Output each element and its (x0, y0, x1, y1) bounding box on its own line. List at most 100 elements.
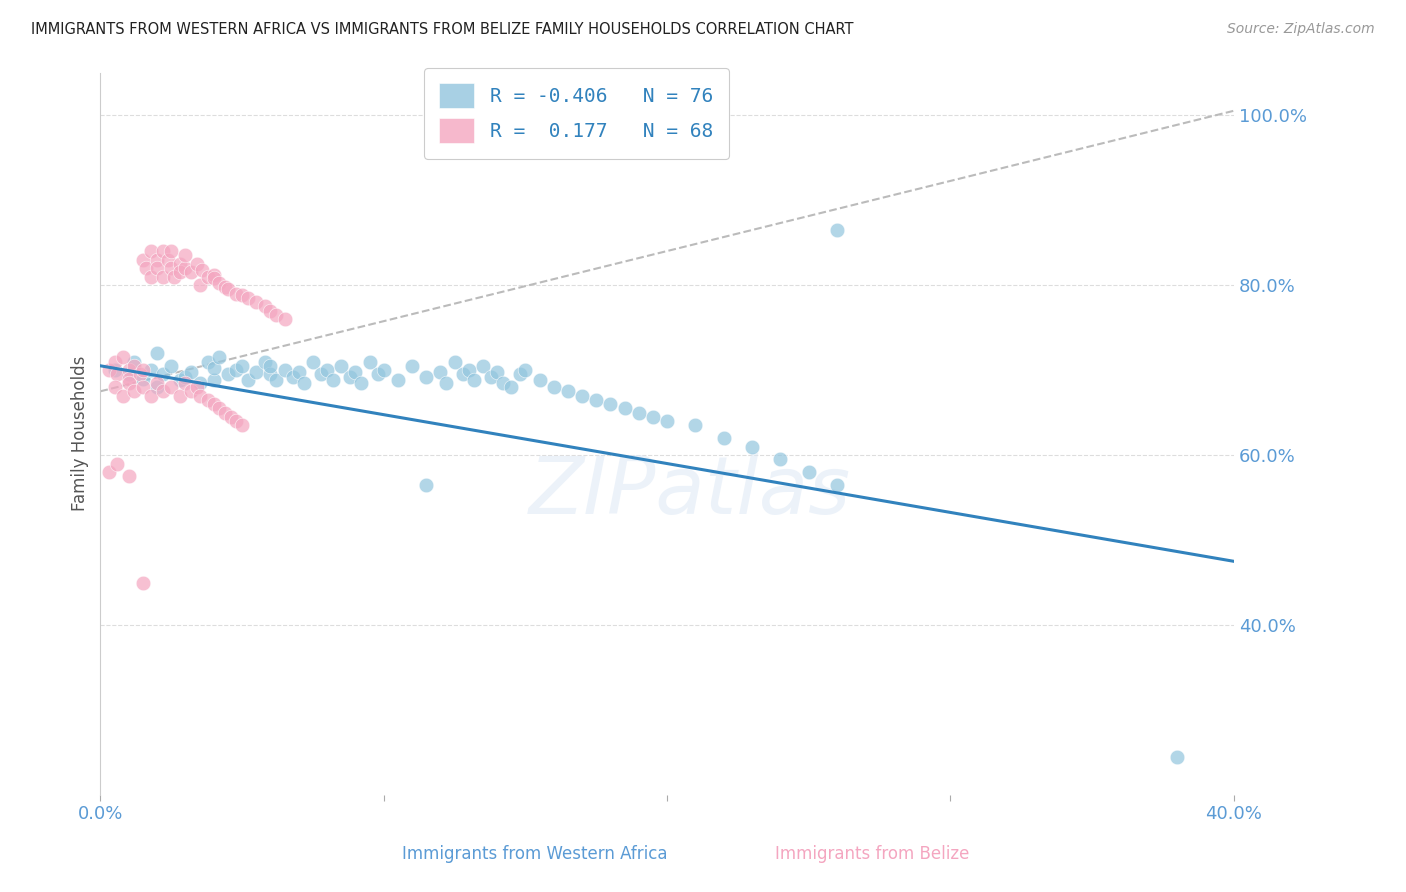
Point (1166, 749, 1188, 764)
Point (492, 376, 515, 390)
Point (160, 260, 183, 275)
Point (217, 282, 239, 296)
Point (132, 575, 155, 590)
Point (571, 388, 593, 402)
Point (160, 359, 183, 373)
Point (387, 373, 409, 387)
Point (236, 291, 259, 305)
Point (214, 405, 236, 419)
Point (202, 397, 225, 411)
Point (169, 265, 191, 279)
Point (174, 248, 197, 262)
Point (825, 477, 848, 491)
Point (685, 418, 707, 433)
Point (825, 223, 848, 237)
Point (253, 354, 276, 368)
Point (225, 363, 247, 377)
Point (105, 368, 128, 382)
Point (111, 388, 134, 402)
Point (585, 392, 607, 407)
Point (169, 373, 191, 387)
Point (486, 365, 509, 379)
Point (152, 269, 174, 284)
Text: IMMIGRANTS FROM WESTERN AFRICA VS IMMIGRANTS FROM BELIZE FAMILY HOUSEHOLDS CORRE: IMMIGRANTS FROM WESTERN AFRICA VS IMMIGR… (31, 22, 853, 37)
Point (132, 252, 155, 267)
Point (344, 365, 367, 379)
Point (208, 401, 231, 416)
Point (152, 244, 174, 258)
Point (501, 380, 523, 394)
Point (202, 373, 225, 387)
Point (231, 359, 253, 373)
Point (415, 369, 437, 384)
Point (118, 368, 141, 382)
Point (443, 354, 465, 368)
Point (415, 477, 437, 491)
Text: Immigrants from Belize: Immigrants from Belize (775, 846, 969, 863)
Point (741, 440, 763, 454)
Point (157, 252, 180, 267)
Point (163, 269, 186, 284)
Text: ZIPatlas: ZIPatlas (529, 452, 851, 531)
Point (146, 376, 169, 390)
Point (264, 308, 287, 322)
Point (97, 363, 120, 377)
Point (273, 312, 295, 326)
Point (259, 368, 281, 382)
Point (529, 373, 551, 387)
Point (509, 368, 531, 382)
Point (129, 368, 152, 382)
Point (141, 269, 163, 284)
Point (141, 244, 163, 258)
Point (281, 369, 304, 384)
Point (124, 359, 146, 373)
Point (259, 359, 281, 373)
Point (152, 368, 174, 382)
Point (429, 365, 451, 379)
Point (769, 452, 792, 467)
Point (259, 303, 281, 318)
Point (103, 363, 125, 377)
Point (359, 354, 381, 368)
Point (180, 384, 202, 399)
Point (146, 252, 169, 267)
Point (219, 409, 242, 424)
Point (302, 354, 325, 368)
Point (169, 388, 191, 402)
Point (451, 368, 474, 382)
Point (208, 277, 231, 291)
Point (316, 363, 339, 377)
Point (132, 380, 155, 394)
Point (231, 288, 253, 302)
Point (202, 268, 225, 282)
Point (292, 376, 315, 390)
Point (174, 369, 197, 384)
Point (373, 363, 395, 377)
Point (339, 369, 361, 384)
Point (111, 351, 134, 365)
Point (287, 365, 309, 379)
Point (273, 363, 295, 377)
Point (655, 414, 678, 428)
Point (350, 376, 373, 390)
Point (231, 418, 253, 433)
Point (264, 373, 287, 387)
Point (180, 265, 202, 279)
Point (118, 363, 141, 377)
Y-axis label: Family Households: Family Households (72, 356, 89, 511)
Point (146, 346, 169, 360)
Point (132, 363, 155, 377)
Legend: R = -0.406   N = 76, R =  0.177   N = 68: R = -0.406 N = 76, R = 0.177 N = 68 (425, 68, 728, 159)
Point (132, 371, 155, 385)
Point (367, 368, 389, 382)
Point (118, 469, 141, 483)
Point (543, 380, 565, 394)
Point (479, 369, 502, 384)
Point (401, 359, 423, 373)
Point (463, 373, 485, 387)
Point (141, 388, 163, 402)
Point (202, 271, 225, 285)
Point (641, 409, 664, 424)
Text: Source: ZipAtlas.com: Source: ZipAtlas.com (1227, 22, 1375, 37)
Point (103, 354, 125, 368)
